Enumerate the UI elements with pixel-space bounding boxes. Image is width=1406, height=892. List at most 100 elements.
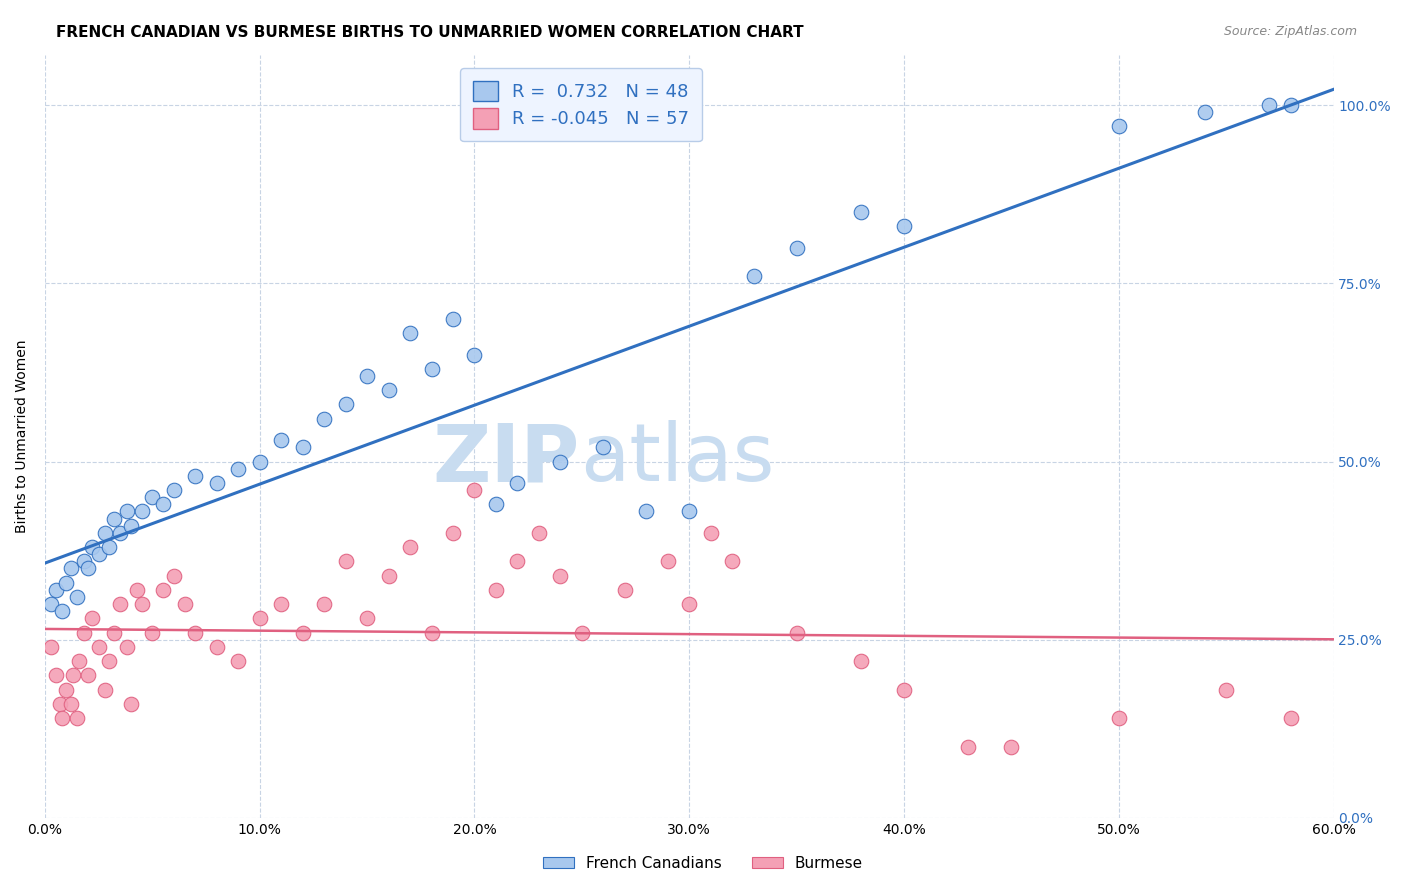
Point: [399, 326, 422, 341]
Point: [152, 497, 174, 511]
Text: ZIP: ZIP: [433, 420, 579, 499]
Point: [205, 475, 228, 490]
Point: [141, 490, 163, 504]
Point: [163, 483, 186, 497]
Point: [291, 440, 314, 454]
Point: [463, 348, 485, 362]
Point: [1215, 682, 1237, 697]
Point: [131, 597, 153, 611]
Point: [1108, 120, 1130, 134]
Point: [98, 654, 121, 668]
Point: [184, 625, 207, 640]
Point: [893, 682, 915, 697]
Point: [335, 554, 357, 568]
Point: [59, 561, 82, 575]
Point: [592, 440, 614, 454]
Point: [441, 525, 464, 540]
Point: [72, 554, 94, 568]
Point: [94, 525, 117, 540]
Point: [485, 582, 508, 597]
Point: [226, 461, 249, 475]
Point: [849, 654, 872, 668]
Point: [120, 697, 142, 711]
Point: [152, 582, 174, 597]
Point: [699, 525, 721, 540]
Point: [66, 711, 89, 725]
Text: atlas: atlas: [579, 420, 775, 499]
Point: [506, 554, 529, 568]
Point: [103, 625, 125, 640]
Point: [550, 454, 572, 468]
Point: [463, 483, 485, 497]
Point: [657, 554, 679, 568]
Point: [377, 568, 399, 582]
Point: [849, 205, 872, 219]
Point: [108, 525, 131, 540]
Point: [721, 554, 744, 568]
Point: [527, 525, 550, 540]
Point: [55, 682, 77, 697]
Legend: French Canadians, Burmese: French Canadians, Burmese: [537, 850, 869, 877]
Point: [441, 312, 464, 326]
Point: [108, 597, 131, 611]
Point: [72, 625, 94, 640]
Point: [51, 604, 73, 618]
Point: [1279, 711, 1302, 725]
Point: [55, 575, 77, 590]
Point: [41, 640, 63, 654]
Point: [77, 668, 100, 682]
Point: [678, 597, 700, 611]
Point: [1279, 98, 1302, 112]
Legend: R =  0.732   N = 48, R = -0.045   N = 57: R = 0.732 N = 48, R = -0.045 N = 57: [460, 68, 702, 141]
Point: [115, 504, 138, 518]
Point: [399, 540, 422, 554]
Point: [678, 504, 700, 518]
Text: Source: ZipAtlas.com: Source: ZipAtlas.com: [1223, 25, 1357, 38]
Point: [571, 625, 593, 640]
Point: [550, 568, 572, 582]
Point: [66, 590, 89, 604]
Point: [377, 383, 399, 397]
Point: [51, 711, 73, 725]
Point: [636, 504, 658, 518]
Point: [62, 668, 84, 682]
Point: [613, 582, 636, 597]
Point: [45, 668, 67, 682]
Text: FRENCH CANADIAN VS BURMESE BIRTHS TO UNMARRIED WOMEN CORRELATION CHART: FRENCH CANADIAN VS BURMESE BIRTHS TO UNM…: [56, 25, 804, 40]
Point: [356, 611, 378, 625]
Point: [335, 397, 357, 411]
Point: [1258, 98, 1281, 112]
Point: [141, 625, 163, 640]
Point: [742, 269, 765, 284]
Point: [270, 433, 292, 447]
Point: [94, 682, 117, 697]
Point: [485, 497, 508, 511]
Point: [205, 640, 228, 654]
Point: [77, 561, 100, 575]
Point: [1194, 105, 1216, 120]
Point: [506, 475, 529, 490]
Point: [893, 219, 915, 234]
Point: [45, 582, 67, 597]
Point: [249, 454, 271, 468]
Point: [120, 518, 142, 533]
Y-axis label: Births to Unmarried Women: Births to Unmarried Women: [15, 340, 30, 533]
Point: [356, 368, 378, 383]
Point: [127, 582, 149, 597]
Point: [59, 697, 82, 711]
Point: [957, 739, 980, 754]
Point: [67, 654, 90, 668]
Point: [49, 697, 72, 711]
Point: [420, 361, 443, 376]
Point: [131, 504, 153, 518]
Point: [291, 625, 314, 640]
Point: [82, 611, 104, 625]
Point: [163, 568, 186, 582]
Point: [98, 540, 121, 554]
Point: [420, 625, 443, 640]
Point: [314, 597, 336, 611]
Point: [115, 640, 138, 654]
Point: [184, 468, 207, 483]
Point: [41, 597, 63, 611]
Point: [270, 597, 292, 611]
